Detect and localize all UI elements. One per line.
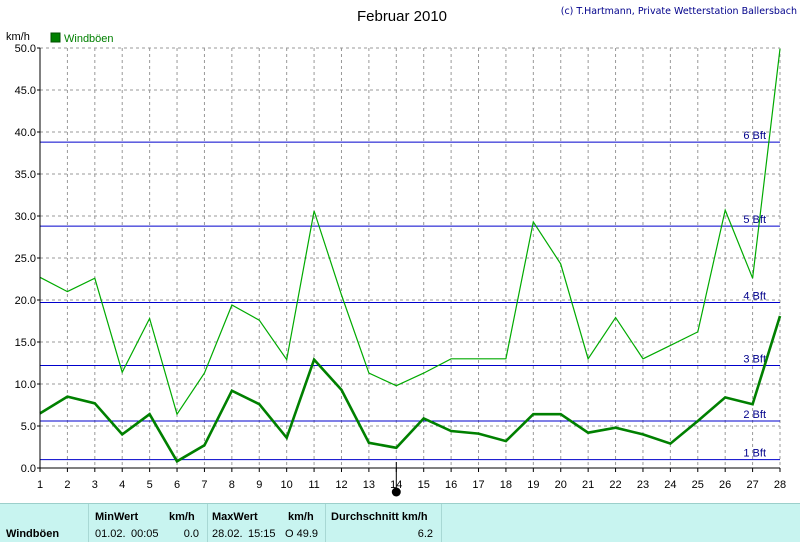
x-tick-label: 27	[746, 479, 758, 491]
x-tick-label: 7	[201, 479, 207, 491]
y-tick-label: 20.0	[15, 295, 36, 307]
min-header: MinWert	[95, 511, 139, 523]
x-tick-label: 28	[774, 479, 786, 491]
y-tick-label: 0.0	[21, 463, 36, 475]
credit-text: (c) T.Hartmann, Private Wetterstation Ba…	[561, 6, 797, 17]
min-date: 01.02.	[95, 528, 126, 540]
y-tick-label: 25.0	[15, 253, 36, 265]
x-tick-label: 11	[308, 479, 319, 491]
day-marker	[391, 462, 401, 497]
x-tick-label: 24	[664, 479, 676, 491]
x-tick-label: 20	[555, 479, 567, 491]
y-tick-label: 5.0	[21, 421, 36, 433]
beaufort-label: 5 Bft	[743, 214, 766, 226]
x-tick-label: 2	[64, 479, 70, 491]
chart-title: Februar 2010	[357, 8, 447, 25]
series-line-windboeen	[39, 48, 781, 416]
x-tick-label: 19	[527, 479, 539, 491]
y-tick-label: 15.0	[15, 337, 36, 349]
max-unit-header: km/h	[288, 511, 314, 523]
average-header: Durchschnitt km/h	[331, 511, 428, 523]
beaufort-label: 6 Bft	[743, 130, 766, 142]
chart: Februar 2010 (c) T.Hartmann, Private Wet…	[0, 0, 800, 503]
min-value-cell: MinWert km/h 01.02. 00:05 0.0	[89, 504, 208, 542]
min-time: 00:05	[131, 528, 159, 540]
x-tick-label: 23	[637, 479, 649, 491]
min-unit-header: km/h	[169, 511, 195, 523]
day-marker-dot	[391, 487, 401, 497]
x-tick-label: 5	[147, 479, 153, 491]
average-cell: Durchschnitt km/h 6.2	[326, 504, 442, 542]
x-tick-label: 9	[256, 479, 262, 491]
x-tick-label: 13	[363, 479, 375, 491]
beaufort-label: 4 Bft	[743, 291, 766, 303]
legend-swatch	[50, 32, 61, 43]
legend-label: Windböen	[64, 33, 114, 45]
max-value: O 49.9	[284, 528, 318, 540]
series-line-thick	[39, 315, 782, 464]
axes: 0.0 5.0 10.0 15.0 20.0 25.0 30.0 35.0 40.0 45.0 50…	[15, 43, 787, 491]
max-header: MaxWert	[212, 511, 258, 523]
max-time: 15:15	[248, 528, 276, 540]
x-tick-label: 8	[229, 479, 235, 491]
stats-row-label-cell: Windböen	[0, 504, 89, 542]
x-tick-label: 15	[418, 479, 430, 491]
x-tick-label: 4	[119, 479, 125, 491]
stats-row-label: Windböen	[6, 528, 60, 540]
max-value-cell: MaxWert km/h 28.02. 15:15 O 49.9	[208, 504, 326, 542]
max-date: 28.02.	[212, 528, 243, 540]
y-tick-label: 50.0	[15, 43, 36, 55]
beaufort-label: 1 Bft	[743, 448, 766, 460]
y-tick-label: 10.0	[15, 379, 36, 391]
x-tick-label: 6	[174, 479, 180, 491]
x-tick-label: 25	[692, 479, 704, 491]
y-tick-label: 40.0	[15, 127, 36, 139]
y-axis-unit-label: km/h	[6, 31, 30, 43]
chart-background	[0, 0, 800, 503]
y-tick-label: 35.0	[15, 169, 36, 181]
x-tick-label: 22	[609, 479, 621, 491]
statistics-panel: Windböen MinWert km/h 01.02. 00:05 0.0 M…	[0, 503, 800, 542]
x-tick-label: 21	[582, 479, 594, 491]
average-value: 6.2	[417, 528, 433, 540]
x-tick-label: 16	[445, 479, 457, 491]
x-tick-label: 3	[92, 479, 98, 491]
series	[39, 48, 782, 464]
x-tick-label: 12	[335, 479, 347, 491]
y-tick-label: 30.0	[15, 211, 36, 223]
x-tick-label: 18	[500, 479, 512, 491]
beaufort-label: 2 Bft	[743, 409, 766, 421]
min-value: 0.0	[183, 528, 199, 540]
x-tick-label: 1	[37, 479, 43, 491]
x-tick-label: 10	[281, 479, 293, 491]
beaufort-label: 3 Bft	[743, 354, 766, 366]
y-tick-label: 45.0	[15, 85, 36, 97]
x-tick-label: 17	[472, 479, 484, 491]
x-tick-label: 26	[719, 479, 731, 491]
